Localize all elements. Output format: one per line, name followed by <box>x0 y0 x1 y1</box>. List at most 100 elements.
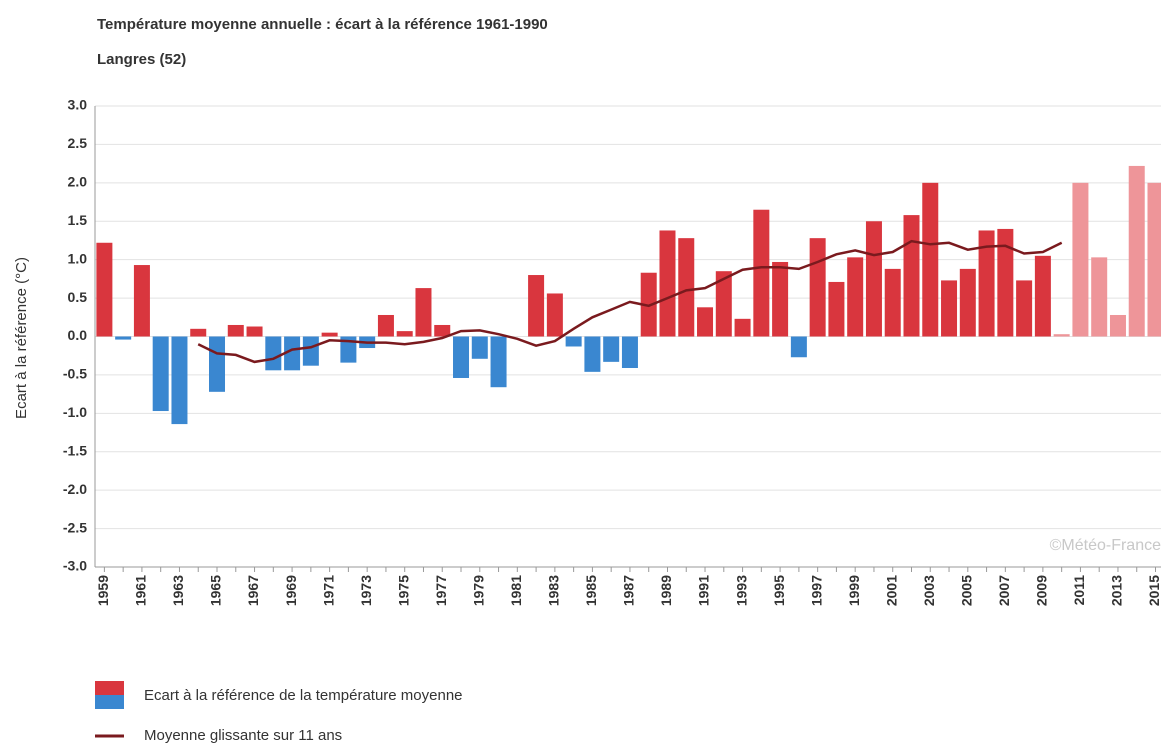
bar <box>302 336 319 366</box>
bar <box>190 328 207 337</box>
watermark: ©Météo-France <box>1050 537 1161 554</box>
y-tick-label: 1.0 <box>68 250 88 266</box>
x-tick-label: 1983 <box>546 575 562 606</box>
bar <box>490 336 507 388</box>
x-tick-label: 1989 <box>658 575 674 606</box>
bar <box>115 336 132 340</box>
x-tick-label: 1985 <box>583 575 599 606</box>
bar <box>621 336 638 369</box>
bar <box>884 268 901 337</box>
legend-swatch <box>95 681 124 695</box>
bar <box>152 336 169 412</box>
x-tick-label: 1979 <box>470 575 486 606</box>
bar <box>1147 182 1161 337</box>
x-tick-label: 2009 <box>1034 575 1050 606</box>
bar <box>133 265 150 337</box>
x-tick-label: 2007 <box>996 575 1012 606</box>
x-tick-label: 1967 <box>245 575 261 606</box>
x-tick-label: 1969 <box>283 575 299 606</box>
bar <box>396 331 413 337</box>
x-tick-label: 1959 <box>95 575 111 606</box>
x-tick-label: 2001 <box>883 575 899 606</box>
x-tick-label: 1995 <box>771 575 787 606</box>
bar <box>415 288 432 337</box>
legend-label: Moyenne glissante sur 11 ans <box>144 727 342 744</box>
bar <box>1016 280 1033 337</box>
bar <box>528 275 545 337</box>
x-tick-label: 2003 <box>921 575 937 606</box>
bar <box>434 324 451 337</box>
y-axis-label: Ecart à la référence (°C) <box>13 257 30 419</box>
bar <box>1128 165 1145 337</box>
bar <box>584 336 601 372</box>
bar <box>734 318 751 337</box>
x-tick-label: 1981 <box>508 575 524 606</box>
x-tick-label: 1975 <box>395 575 411 606</box>
bar <box>809 238 826 337</box>
bar <box>959 268 976 337</box>
x-tick-label: 1991 <box>696 575 712 606</box>
bar <box>227 324 244 337</box>
y-tick-label: -2.0 <box>63 481 87 497</box>
bar <box>340 336 357 363</box>
x-tick-label: 2005 <box>959 575 975 606</box>
bar <box>1091 257 1108 337</box>
bar <box>1072 182 1089 337</box>
x-tick-label: 1987 <box>621 575 637 606</box>
x-tick-label: 1971 <box>320 575 336 606</box>
bar <box>546 293 563 337</box>
y-tick-label: 3.0 <box>68 97 88 113</box>
bar <box>453 336 470 378</box>
chart-title: Température moyenne annuelle : écart à l… <box>97 16 548 33</box>
bar <box>321 332 338 337</box>
y-tick-label: -1.5 <box>63 442 87 458</box>
legend-label: Ecart à la référence de la température m… <box>144 687 463 704</box>
bar <box>941 280 958 337</box>
x-tick-label: 2013 <box>1109 575 1125 606</box>
moving-average-line <box>197 239 1063 364</box>
bar <box>865 221 882 337</box>
bar <box>903 215 920 337</box>
bar <box>284 336 301 371</box>
bar <box>377 314 394 337</box>
bar <box>1109 314 1126 337</box>
x-tick-label: 1997 <box>808 575 824 606</box>
bar <box>603 336 620 362</box>
bar <box>772 261 789 337</box>
x-tick-label: 2015 <box>1146 575 1161 606</box>
y-tick-label: -2.5 <box>63 519 87 535</box>
y-tick-label: -3.0 <box>63 558 87 574</box>
bar <box>978 230 995 337</box>
y-tick-label: -0.5 <box>63 366 87 382</box>
chart-subtitle: Langres (52) <box>97 51 186 68</box>
y-tick-label: 0.5 <box>68 289 88 305</box>
bar <box>171 336 188 425</box>
bar <box>715 271 732 337</box>
bar <box>828 281 845 337</box>
x-tick-label: 1993 <box>733 575 749 606</box>
x-tick-label: 1977 <box>433 575 449 606</box>
bar <box>847 257 864 337</box>
x-tick-label: 1963 <box>170 575 186 606</box>
bar <box>265 336 282 371</box>
bar <box>96 242 113 337</box>
x-tick-label: 1999 <box>846 575 862 606</box>
legend-swatch <box>95 695 124 709</box>
bar <box>1053 334 1070 337</box>
x-tick-label: 1965 <box>208 575 224 606</box>
y-tick-label: 2.0 <box>68 174 88 190</box>
bar <box>697 307 714 337</box>
bar <box>922 182 939 337</box>
y-tick-label: 0.0 <box>68 327 88 343</box>
y-tick-label: 2.5 <box>68 135 88 151</box>
x-tick-label: 2011 <box>1071 575 1087 606</box>
bar <box>659 230 676 337</box>
x-tick-label: 1961 <box>133 575 149 606</box>
bar <box>471 336 488 359</box>
bar <box>753 209 770 337</box>
bar <box>565 336 582 347</box>
bar <box>678 238 695 337</box>
x-tick-label: 1973 <box>358 575 374 606</box>
bar <box>246 326 263 337</box>
